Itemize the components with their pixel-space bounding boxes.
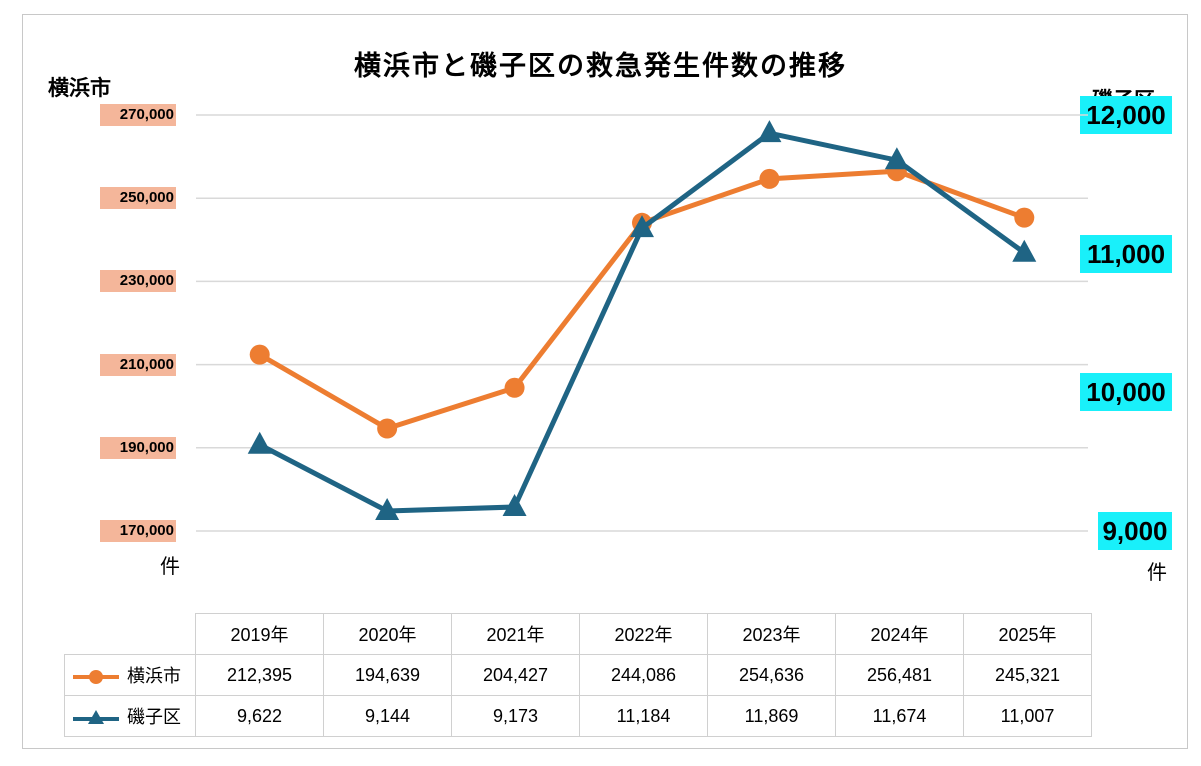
table-row: 横浜市 212,395 194,639 204,427 244,086 254,… [64,654,1092,696]
isogo-legend-key [73,710,119,724]
left-tick: 210,000 [100,353,176,376]
table-cell: 11,007 [963,695,1092,737]
table-cell: 245,321 [963,654,1092,696]
left-tick: 270,000 [100,104,176,126]
data-point [502,494,527,517]
yokohama-legend-label: 横浜市 [127,666,181,687]
table-cell: 204,427 [451,654,580,696]
data-point [249,344,270,365]
table-corner [64,613,196,655]
right-axis-unit: 件 [1147,560,1167,584]
right-tick: 12,000 [1080,96,1172,134]
right-tick: 11,000 [1080,234,1172,273]
data-point [1014,207,1035,228]
right-tick: 9,000 [1098,512,1172,550]
table-cell: 11,674 [835,695,964,737]
table-header-cell: 2024年 [835,613,964,655]
right-tick: 10,000 [1080,373,1172,412]
data-table: 2019年 2020年 2021年 2022年 2023年 2024年 2025… [64,613,1092,737]
table-cell: 11,184 [579,695,708,737]
series-line-1 [258,130,1026,514]
yokohama-legend-key [73,670,119,684]
table-header-cell: 2021年 [451,613,580,655]
table-header-cell: 2023年 [707,613,836,655]
data-point [377,418,398,439]
table-cell: 212,395 [195,654,324,696]
table-cell: 254,636 [707,654,836,696]
data-point [247,431,272,454]
table-cell: 256,481 [835,654,964,696]
data-point [630,215,654,238]
table-cell: 9,173 [451,695,580,737]
data-point [1012,239,1037,262]
data-point [884,147,909,170]
data-point [759,168,780,189]
table-cell: 9,622 [195,695,324,737]
table-header-cell: 2019年 [195,613,324,655]
table-cell: 11,869 [707,695,836,737]
chart-frame [22,14,1188,749]
left-axis-title: 横浜市 [48,76,111,100]
left-axis-unit: 件 [160,554,180,578]
left-tick: 170,000 [100,520,176,542]
table-row-label: 磯子区 [64,695,196,737]
left-tick: 190,000 [100,436,176,459]
left-tick: 250,000 [100,187,176,210]
table-header-cell: 2025年 [963,613,1092,655]
table-header-cell: 2022年 [579,613,708,655]
series-line-0 [258,168,1026,432]
table-cell: 9,144 [323,695,452,737]
table-row: 磯子区 9,622 9,144 9,173 11,184 11,869 11,6… [64,695,1092,737]
chart-title: 横浜市と磯子区の救急発生件数の推移 [354,51,847,82]
left-tick: 230,000 [100,270,176,293]
data-point [757,120,782,143]
data-point [375,498,400,521]
table-header-cell: 2020年 [323,613,452,655]
isogo-legend-label: 磯子区 [127,707,181,728]
data-point [504,377,525,398]
table-header-row: 2019年 2020年 2021年 2022年 2023年 2024年 2025… [64,613,1092,655]
table-cell: 194,639 [323,654,452,696]
table-row-label: 横浜市 [64,654,196,696]
table-cell: 244,086 [579,654,708,696]
